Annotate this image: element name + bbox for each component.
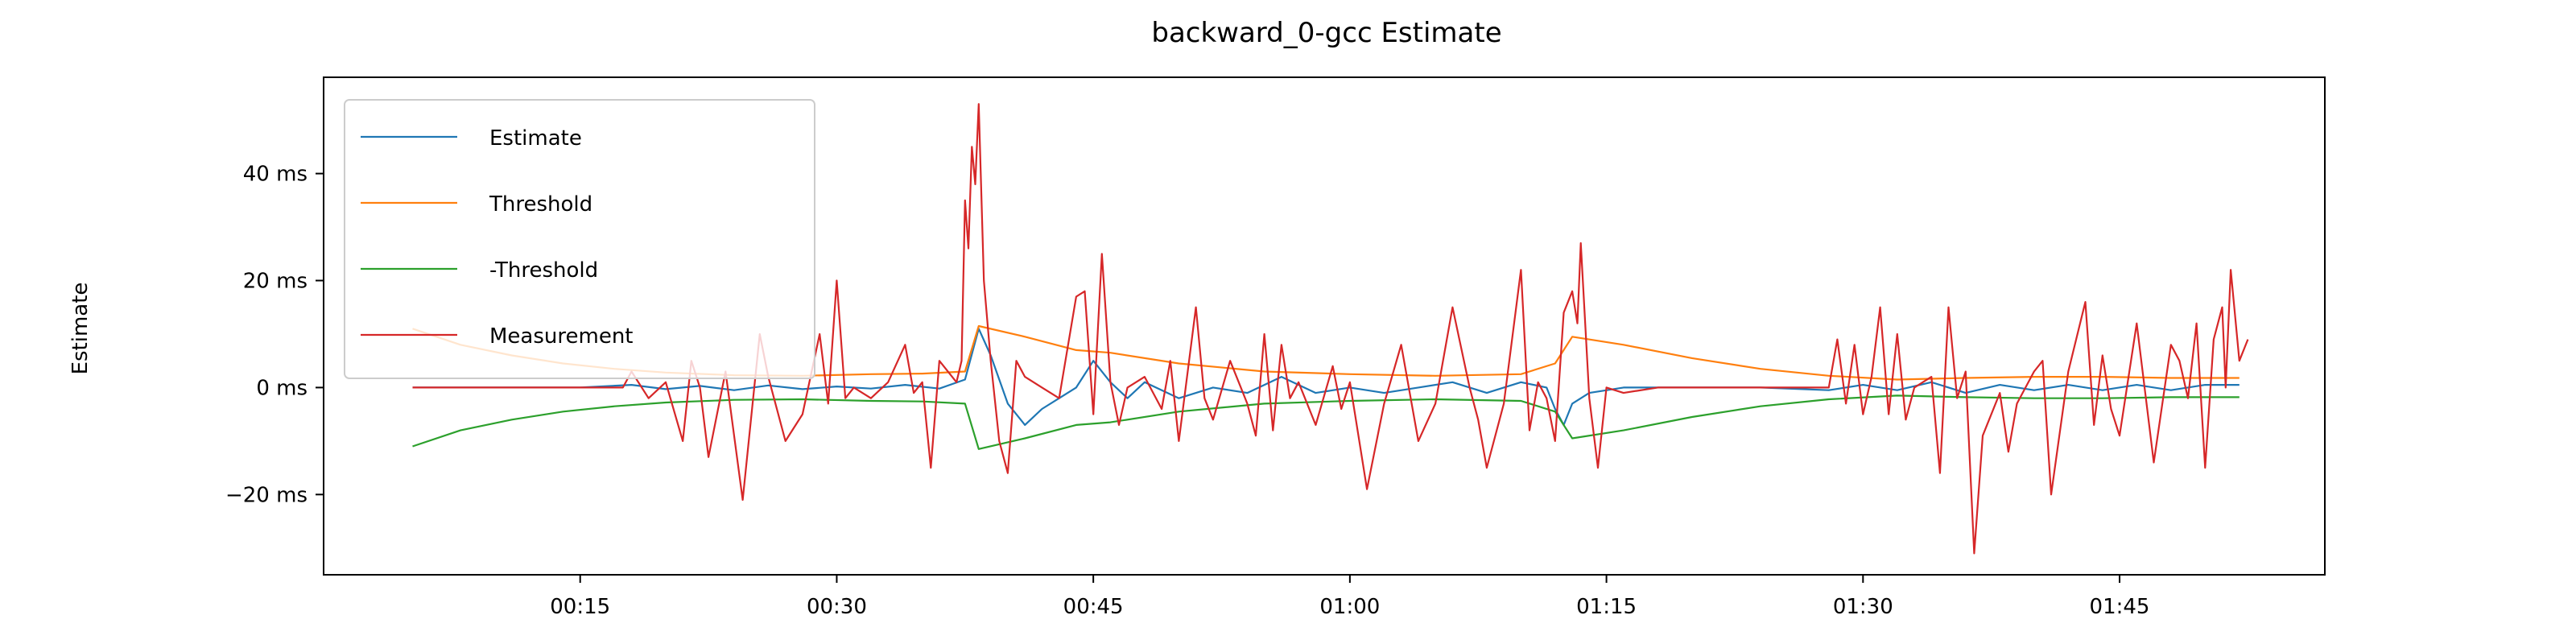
legend: Estimate Threshold -Threshold Measurement	[344, 99, 815, 379]
chart-title: backward_0-gcc Estimate	[1151, 17, 1501, 49]
y-tick-label: 40 ms	[243, 163, 308, 187]
x-tick-label: 00:15	[550, 595, 610, 619]
plot-frame	[323, 76, 2326, 576]
y-tick-label: 20 ms	[243, 270, 308, 294]
x-tick-label: 00:45	[1063, 595, 1124, 619]
legend-label: Measurement	[489, 324, 634, 349]
x-tick-label: 01:30	[1833, 595, 1893, 619]
x-tick-label: 01:00	[1319, 595, 1380, 619]
series-line-neg-threshold	[412, 394, 2240, 450]
y-axis: −20 ms 0 ms 20 ms 40 ms	[225, 163, 324, 507]
legend-label: Estimate	[489, 126, 582, 151]
legend-box	[344, 99, 815, 379]
x-tick-label: 00:30	[807, 595, 867, 619]
legend-label: -Threshold	[489, 258, 598, 283]
x-tick-label: 01:15	[1576, 595, 1637, 619]
series-line-measurement	[412, 103, 2249, 555]
x-tick-label: 01:45	[2090, 595, 2150, 619]
legend-label: Threshold	[489, 192, 592, 217]
y-tick-label: 0 ms	[256, 376, 308, 400]
y-axis-label: Estimate	[68, 283, 93, 375]
x-axis: 00:15 00:30 00:45 01:00 01:15 01:30 01:45	[550, 575, 2149, 619]
y-tick-label: −20 ms	[225, 483, 308, 507]
